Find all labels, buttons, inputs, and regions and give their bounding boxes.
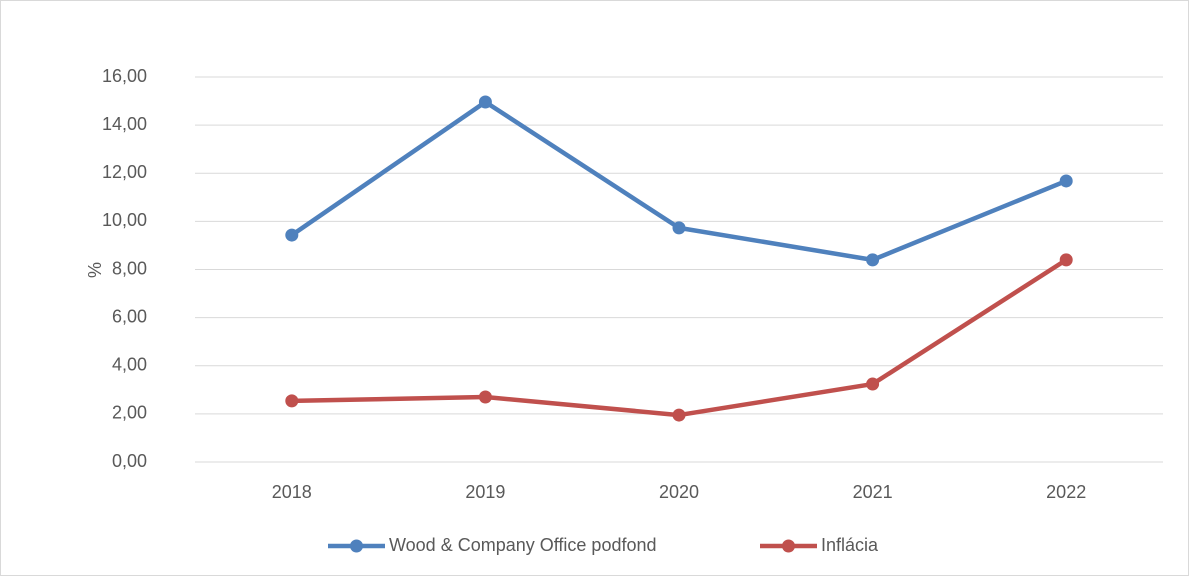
series-marker	[866, 377, 880, 391]
x-tick-label: 2019	[465, 482, 505, 502]
series-marker	[478, 95, 492, 109]
series-marker	[866, 253, 880, 267]
y-tick-label: 12,00	[102, 162, 147, 182]
y-tick-label: 4,00	[112, 355, 147, 375]
series-marker	[1059, 174, 1073, 188]
y-tick-label: 10,00	[102, 210, 147, 230]
y-axis-label: %	[85, 262, 105, 278]
y-tick-label: 6,00	[112, 306, 147, 326]
legend-marker	[782, 539, 795, 553]
legend-marker	[350, 539, 363, 553]
series-marker	[672, 408, 686, 422]
series-marker	[672, 221, 686, 235]
x-tick-label: 2021	[853, 482, 893, 502]
series-marker	[1059, 253, 1073, 267]
y-tick-label: 2,00	[112, 403, 147, 423]
y-tick-label: 14,00	[102, 114, 147, 134]
y-tick-label: 0,00	[112, 451, 147, 471]
legend-label: Wood & Company Office podfond	[389, 535, 657, 555]
y-tick-label: 16,00	[102, 66, 147, 86]
series-marker	[285, 394, 299, 408]
y-tick-label: 8,00	[112, 258, 147, 278]
series-marker	[285, 228, 299, 242]
legend-label: Inflácia	[821, 535, 879, 555]
x-tick-label: 2022	[1046, 482, 1086, 502]
x-tick-label: 2020	[659, 482, 699, 502]
series-marker	[478, 390, 492, 404]
x-tick-label: 2018	[272, 482, 312, 502]
